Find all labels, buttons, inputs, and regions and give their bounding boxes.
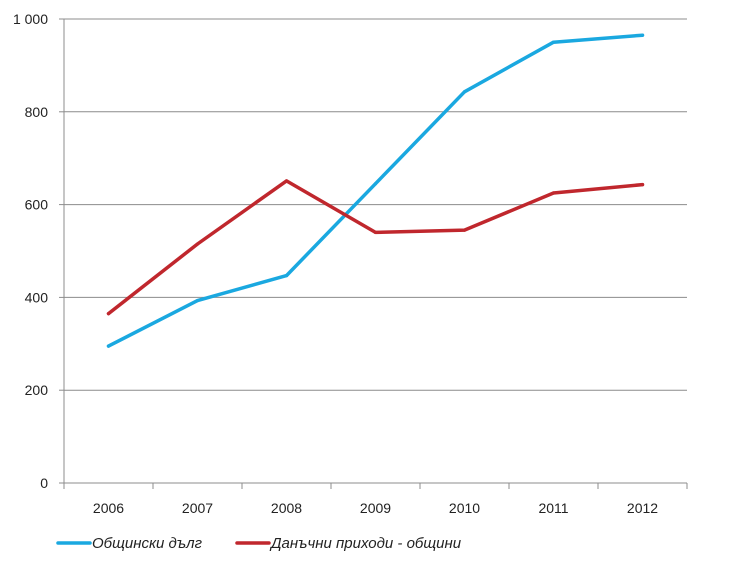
y-tick-label: 1 000	[13, 11, 48, 27]
data-point	[551, 191, 556, 195]
data-point	[462, 228, 467, 232]
x-axis-ticks: 2006 2007 2008 2009 2010 2011 2012	[63, 483, 688, 516]
data-point	[640, 183, 645, 187]
legend: Общински дълг Данъчни приходи - общини	[56, 535, 462, 552]
gridlines	[64, 18, 687, 391]
legend-label-1: Общински дълг	[92, 535, 203, 552]
axes	[63, 19, 687, 484]
x-tick-label: 2012	[627, 500, 658, 516]
y-tick-label: 400	[25, 289, 49, 305]
y-axis-ticks: 0 200 400 600 800 1 000	[13, 11, 64, 491]
x-tick-label: 2009	[360, 500, 391, 516]
data-point	[195, 299, 200, 303]
x-tick-label: 2008	[271, 500, 302, 516]
data-point	[640, 33, 645, 37]
x-tick-label: 2011	[538, 500, 568, 516]
data-point	[284, 273, 289, 278]
y-tick-label: 600	[25, 197, 49, 213]
data-point	[373, 230, 378, 235]
data-point	[195, 242, 200, 246]
data-point	[462, 90, 467, 94]
data-point	[373, 182, 378, 186]
y-tick-label: 800	[25, 104, 49, 120]
y-tick-label: 200	[25, 382, 49, 398]
x-tick-label: 2007	[182, 500, 213, 516]
legend-label-2: Данъчни приходи - общини	[269, 535, 462, 552]
series-lines	[106, 33, 645, 348]
data-point	[106, 312, 111, 316]
data-point	[106, 344, 111, 348]
x-tick-label: 2010	[449, 500, 480, 516]
data-point	[551, 40, 556, 44]
x-tick-label: 2006	[93, 500, 124, 516]
series-line-2	[106, 179, 645, 316]
data-point	[284, 179, 289, 183]
y-tick-label: 0	[40, 475, 48, 491]
